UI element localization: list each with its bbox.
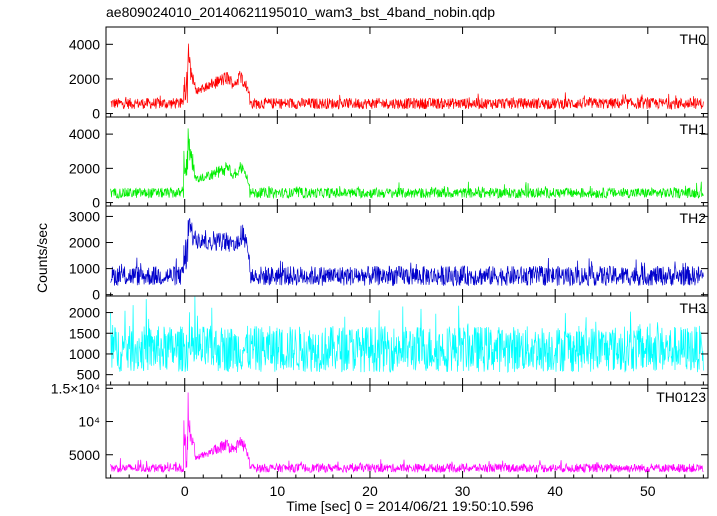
panel-frame-th2 [105, 205, 709, 297]
xtick-label-4: 40 [547, 483, 563, 499]
xtick-label-5: 50 [640, 483, 656, 499]
ytick-label-th3-2: 1500 [69, 325, 100, 341]
xtick-label-0: 0 [181, 483, 189, 499]
ytick-label-th2-1: 1000 [69, 261, 100, 277]
ytick-label-th0-1: 2000 [69, 71, 100, 87]
ytick-label-th2-0: 0 [92, 287, 100, 303]
x-axis-label: Time [sec] 0 = 2014/06/21 19:50:10.596 [286, 498, 534, 514]
series-th3 [110, 296, 704, 373]
chart-title: ae809024010_20140621195010_wam3_bst_4ban… [106, 4, 495, 20]
xtick-label-3: 30 [455, 483, 471, 499]
panel-label-th3: TH3 [680, 300, 707, 316]
series-th0123 [110, 392, 704, 474]
ytick-label-th0123-1: 10⁴ [78, 414, 100, 430]
y-axis-label: Counts/sec [34, 223, 50, 293]
panel-label-th1: TH1 [680, 121, 707, 137]
ytick-label-th1-1: 2000 [69, 160, 100, 176]
ytick-label-th2-2: 2000 [69, 235, 100, 251]
panel-label-th0: TH0 [680, 31, 707, 47]
ytick-label-th0123-0: 5000 [69, 447, 100, 463]
panel-label-th2: TH2 [680, 210, 707, 226]
ytick-label-th3-3: 2000 [69, 305, 100, 321]
ytick-label-th3-0: 500 [77, 367, 101, 383]
panel-frame-th0123 [105, 384, 709, 479]
ytick-label-th0-0: 0 [92, 106, 100, 122]
ytick-label-th0-2: 4000 [69, 36, 100, 52]
xtick-label-1: 10 [270, 483, 286, 499]
xtick-label-2: 20 [362, 483, 378, 499]
series-th2 [110, 218, 704, 287]
ytick-label-th1-0: 0 [92, 195, 100, 211]
ytick-label-th2-3: 3000 [69, 208, 100, 224]
series-th0 [110, 43, 704, 111]
ytick-label-th1-2: 4000 [69, 126, 100, 142]
ytick-label-th3-1: 1000 [69, 346, 100, 362]
ytick-label-th0123-2: 1.5×10⁴ [51, 380, 100, 396]
series-th1 [110, 128, 704, 200]
panels-group: 0 2000 4000 TH0 0 2000 4000 TH1 0 1000 2000 3000 TH2… [51, 26, 709, 499]
panel-label-th0123: TH0123 [656, 389, 706, 405]
